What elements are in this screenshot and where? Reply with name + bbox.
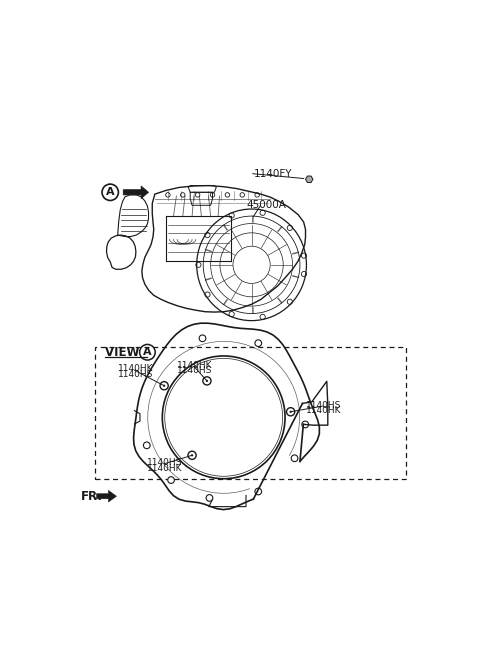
Polygon shape [123, 186, 148, 198]
Text: 1140HK: 1140HK [118, 365, 153, 373]
Circle shape [160, 382, 168, 390]
Text: 1140HS: 1140HS [305, 401, 341, 409]
Text: A: A [106, 187, 115, 197]
Text: 1140FY: 1140FY [253, 169, 292, 179]
Circle shape [203, 377, 211, 385]
Circle shape [199, 335, 206, 342]
Polygon shape [96, 490, 117, 502]
Circle shape [287, 408, 295, 416]
Text: FR.: FR. [81, 489, 102, 503]
Circle shape [206, 495, 213, 501]
Circle shape [144, 442, 150, 449]
Circle shape [291, 455, 298, 462]
Circle shape [255, 488, 262, 495]
Circle shape [289, 411, 292, 413]
Text: 1140HS: 1140HS [147, 458, 183, 467]
Polygon shape [305, 176, 313, 183]
Text: 1140HS: 1140HS [177, 367, 213, 375]
Text: 1140HK: 1140HK [147, 464, 183, 473]
Circle shape [206, 380, 208, 382]
Text: 1140HK: 1140HK [177, 361, 213, 370]
Text: 1140HS: 1140HS [118, 370, 153, 379]
Text: 45000A: 45000A [246, 200, 286, 210]
Circle shape [255, 340, 262, 346]
Text: A: A [143, 348, 152, 357]
Circle shape [168, 477, 174, 484]
Text: VIEW: VIEW [105, 346, 143, 359]
Text: 1140HK: 1140HK [305, 406, 341, 415]
Circle shape [302, 421, 309, 428]
Circle shape [191, 454, 193, 457]
Circle shape [163, 384, 165, 387]
Circle shape [188, 451, 196, 459]
